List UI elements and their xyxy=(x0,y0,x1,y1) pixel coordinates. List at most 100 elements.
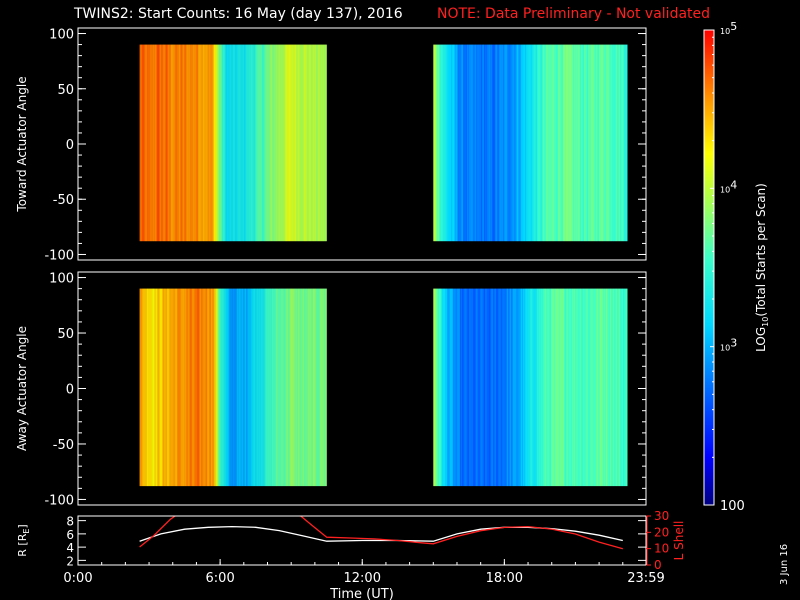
heatmap-column xyxy=(148,44,150,242)
heatmap-column xyxy=(173,44,175,242)
heatmap-column xyxy=(459,288,461,487)
heatmap-column xyxy=(504,44,506,242)
heatmap-column xyxy=(190,288,192,487)
heatmap-column xyxy=(211,288,213,487)
heatmap-column xyxy=(230,44,232,242)
heatmap-column xyxy=(481,288,483,487)
heatmap-column xyxy=(435,288,437,487)
heatmap-column xyxy=(526,44,528,242)
heatmap-column xyxy=(572,44,574,242)
heatmap-column xyxy=(439,288,441,487)
heatmap-column xyxy=(521,44,523,242)
heatmap-column xyxy=(190,44,192,242)
heatmap-column xyxy=(515,44,517,242)
heatmap-column xyxy=(264,44,266,242)
heatmap-column xyxy=(614,44,616,242)
heatmap-column xyxy=(611,44,613,242)
heatmap-column xyxy=(600,44,602,242)
heatmap-column xyxy=(171,44,173,242)
heatmap-column xyxy=(592,44,594,242)
heatmap-column xyxy=(591,44,593,242)
ytick-label: -50 xyxy=(53,193,74,208)
heatmap-column xyxy=(531,288,533,487)
heatmap-column xyxy=(582,44,584,242)
heatmap-column xyxy=(179,288,181,487)
heatmap-column xyxy=(535,288,537,487)
heatmap-column xyxy=(239,44,241,242)
heatmap-column xyxy=(520,288,522,487)
heatmap-column xyxy=(262,44,264,242)
heatmap-column xyxy=(235,288,237,487)
heatmap-column xyxy=(195,44,197,242)
heatmap-column xyxy=(620,288,622,487)
heatmap-column xyxy=(521,288,523,487)
heatmap-column xyxy=(524,288,526,487)
heatmap-column xyxy=(208,288,210,487)
heatmap-column xyxy=(177,44,179,242)
heatmap-column xyxy=(305,288,307,487)
heatmap-column xyxy=(623,44,625,242)
ytick-label: -50 xyxy=(53,438,74,453)
heatmap-column xyxy=(150,44,152,242)
heatmap-column xyxy=(462,44,464,242)
heatmap-column xyxy=(489,288,491,487)
heatmap-column xyxy=(574,288,576,487)
heatmap-column xyxy=(309,288,311,487)
heatmap-column xyxy=(186,288,188,487)
heatmap-column xyxy=(447,288,449,487)
heatmap-column xyxy=(282,288,284,487)
heatmap-column xyxy=(227,288,229,487)
heatmap-column xyxy=(499,44,501,242)
heatmap-column xyxy=(527,288,529,487)
heatmap-column xyxy=(237,44,239,242)
heatmap-column xyxy=(193,44,195,242)
heatmap-column xyxy=(243,288,245,487)
heatmap-column xyxy=(584,288,586,487)
heatmap-column xyxy=(449,44,451,242)
heatmap-column xyxy=(323,288,325,487)
heatmap-column xyxy=(324,288,326,487)
heatmap-column xyxy=(440,288,442,487)
heatmap-column xyxy=(554,288,556,487)
ylabel: Toward Actuator Angle xyxy=(15,76,29,212)
heatmap-column xyxy=(487,44,489,242)
heatmap-column xyxy=(158,288,160,487)
heatmap-column xyxy=(144,44,146,242)
heatmap-column xyxy=(528,44,530,242)
heatmap-column xyxy=(194,288,196,487)
heatmap-column xyxy=(242,288,244,487)
heatmap-column xyxy=(495,44,497,242)
heatmap-column xyxy=(286,288,288,487)
heatmap-column xyxy=(266,44,268,242)
heatmap-column xyxy=(161,288,163,487)
heatmap-column xyxy=(490,44,492,242)
heatmap-column xyxy=(249,288,251,487)
heatmap-column xyxy=(566,44,568,242)
heatmap-column xyxy=(225,288,227,487)
heatmap-column xyxy=(454,288,456,487)
heatmap-column xyxy=(480,288,482,487)
heatmap-column xyxy=(198,44,200,242)
heatmap-column xyxy=(531,44,533,242)
heatmap-column xyxy=(538,288,540,487)
heatmap-column xyxy=(192,44,194,242)
heatmap-column xyxy=(263,44,265,242)
heatmap-column xyxy=(184,288,186,487)
heatmap-column xyxy=(293,288,295,487)
heatmap-column xyxy=(434,44,436,242)
heatmap-column xyxy=(610,288,612,487)
heatmap-column xyxy=(300,288,302,487)
heatmap-column xyxy=(178,288,180,487)
heatmap-column xyxy=(174,44,176,242)
heatmap-column xyxy=(584,44,586,242)
heatmap-column xyxy=(183,288,185,487)
heatmap-column xyxy=(178,44,180,242)
heatmap-column xyxy=(561,44,563,242)
heatmap-column xyxy=(291,44,293,242)
heatmap-column xyxy=(543,288,545,487)
heatmap-column xyxy=(539,288,541,487)
heatmap-column xyxy=(284,288,286,487)
heatmap-column xyxy=(236,288,238,487)
heatmap-column xyxy=(450,44,452,242)
heatmap-column xyxy=(245,288,247,487)
